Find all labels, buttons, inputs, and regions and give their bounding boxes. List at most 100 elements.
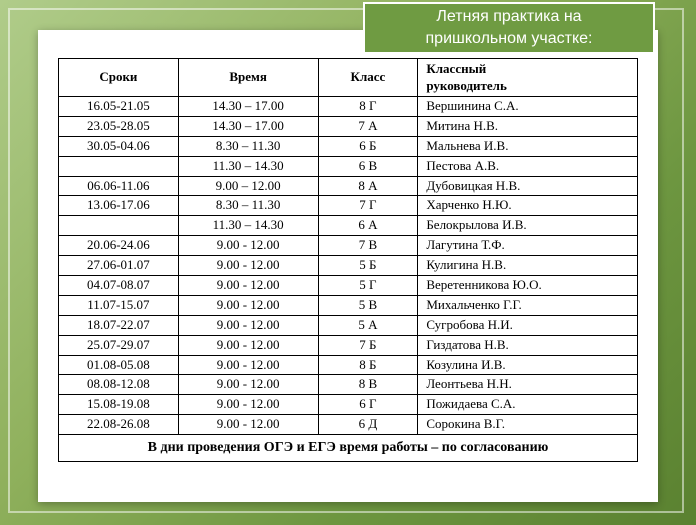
cell-teacher: Гиздатова Н.В.	[418, 335, 638, 355]
cell-time: 9.00 – 12.00	[178, 176, 318, 196]
cell-class: 7 В	[318, 236, 418, 256]
col-teacher: Классный руководитель	[418, 59, 638, 97]
cell-class: 5 Г	[318, 276, 418, 296]
table-row: 16.05-21.0514.30 – 17.008 ГВершинина С.А…	[59, 97, 638, 117]
table-row: 06.06-11.069.00 – 12.008 АДубовицкая Н.В…	[59, 176, 638, 196]
schedule-table-wrap: Сроки Время Класс Классный руководитель …	[58, 58, 638, 462]
cell-time: 9.00 - 12.00	[178, 375, 318, 395]
cell-time: 8.30 – 11.30	[178, 196, 318, 216]
cell-class: 7 Г	[318, 196, 418, 216]
cell-time: 9.00 - 12.00	[178, 295, 318, 315]
cell-dates	[59, 156, 179, 176]
table-row: 08.08-12.089.00 - 12.008 ВЛеонтьева Н.Н.	[59, 375, 638, 395]
cell-class: 8 Г	[318, 97, 418, 117]
cell-dates: 27.06-01.07	[59, 256, 179, 276]
col-teacher-l2: руководитель	[426, 78, 631, 95]
table-row: 23.05-28.0514.30 – 17.007 АМитина Н.В.	[59, 116, 638, 136]
cell-dates: 06.06-11.06	[59, 176, 179, 196]
table-row: 13.06-17.068.30 – 11.307 ГХарченко Н.Ю.	[59, 196, 638, 216]
cell-time: 14.30 – 17.00	[178, 116, 318, 136]
footnote-text: В дни проведения ОГЭ и ЕГЭ время работы …	[59, 435, 638, 462]
cell-teacher: Мальнева И.В.	[418, 136, 638, 156]
cell-time: 9.00 - 12.00	[178, 355, 318, 375]
cell-class: 8 А	[318, 176, 418, 196]
title-banner: Летняя практика на пришкольном участке:	[363, 2, 655, 54]
cell-time: 9.00 - 12.00	[178, 315, 318, 335]
cell-class: 5 А	[318, 315, 418, 335]
footnote-row: В дни проведения ОГЭ и ЕГЭ время работы …	[59, 435, 638, 462]
cell-teacher: Митина Н.В.	[418, 116, 638, 136]
table-row: 27.06-01.079.00 - 12.005 БКулигина Н.В.	[59, 256, 638, 276]
table-row: 11.30 – 14.306 АБелокрылова И.В.	[59, 216, 638, 236]
cell-teacher: Вершинина С.А.	[418, 97, 638, 117]
cell-time: 9.00 - 12.00	[178, 335, 318, 355]
cell-dates: 16.05-21.05	[59, 97, 179, 117]
table-row: 04.07-08.079.00 - 12.005 ГВеретенникова …	[59, 276, 638, 296]
cell-dates: 11.07-15.07	[59, 295, 179, 315]
cell-time: 8.30 – 11.30	[178, 136, 318, 156]
table-row: 22.08-26.089.00 - 12.006 ДСорокина В.Г.	[59, 415, 638, 435]
table-row: 15.08-19.089.00 - 12.006 ГПожидаева С.А.	[59, 395, 638, 415]
col-time: Время	[178, 59, 318, 97]
cell-time: 14.30 – 17.00	[178, 97, 318, 117]
cell-dates: 25.07-29.07	[59, 335, 179, 355]
cell-class: 8 В	[318, 375, 418, 395]
table-header-row: Сроки Время Класс Классный руководитель	[59, 59, 638, 97]
cell-class: 7 Б	[318, 335, 418, 355]
cell-teacher: Козулина И.В.	[418, 355, 638, 375]
cell-teacher: Харченко Н.Ю.	[418, 196, 638, 216]
cell-class: 6 Г	[318, 395, 418, 415]
cell-time: 9.00 - 12.00	[178, 276, 318, 296]
col-class: Класс	[318, 59, 418, 97]
cell-class: 6 В	[318, 156, 418, 176]
table-row: 11.30 – 14.306 ВПестова А.В.	[59, 156, 638, 176]
cell-teacher: Пожидаева С.А.	[418, 395, 638, 415]
content-panel: Сроки Время Класс Классный руководитель …	[38, 30, 658, 502]
cell-class: 5 Б	[318, 256, 418, 276]
col-teacher-l1: Классный	[426, 61, 631, 78]
cell-dates: 13.06-17.06	[59, 196, 179, 216]
cell-teacher: Пестова А.В.	[418, 156, 638, 176]
cell-class: 6 Б	[318, 136, 418, 156]
cell-teacher: Белокрылова И.В.	[418, 216, 638, 236]
cell-class: 6 Д	[318, 415, 418, 435]
cell-time: 9.00 - 12.00	[178, 415, 318, 435]
cell-time: 9.00 - 12.00	[178, 395, 318, 415]
cell-dates: 22.08-26.08	[59, 415, 179, 435]
cell-teacher: Кулигина Н.В.	[418, 256, 638, 276]
title-line-2: пришкольном участке:	[365, 28, 653, 50]
cell-dates	[59, 216, 179, 236]
cell-teacher: Дубовицкая Н.В.	[418, 176, 638, 196]
table-row: 11.07-15.079.00 - 12.005 ВМихальченко Г.…	[59, 295, 638, 315]
cell-time: 9.00 - 12.00	[178, 256, 318, 276]
cell-dates: 08.08-12.08	[59, 375, 179, 395]
cell-dates: 30.05-04.06	[59, 136, 179, 156]
cell-time: 11.30 – 14.30	[178, 156, 318, 176]
cell-dates: 18.07-22.07	[59, 315, 179, 335]
col-dates: Сроки	[59, 59, 179, 97]
cell-class: 7 А	[318, 116, 418, 136]
table-row: 18.07-22.079.00 - 12.005 АСугробова Н.И.	[59, 315, 638, 335]
cell-class: 8 Б	[318, 355, 418, 375]
cell-teacher: Михальченко Г.Г.	[418, 295, 638, 315]
cell-dates: 04.07-08.07	[59, 276, 179, 296]
cell-time: 9.00 - 12.00	[178, 236, 318, 256]
schedule-table: Сроки Время Класс Классный руководитель …	[58, 58, 638, 462]
table-row: 30.05-04.068.30 – 11.306 БМальнева И.В.	[59, 136, 638, 156]
cell-teacher: Лагутина Т.Ф.	[418, 236, 638, 256]
cell-teacher: Леонтьева Н.Н.	[418, 375, 638, 395]
table-row: 25.07-29.079.00 - 12.007 БГиздатова Н.В.	[59, 335, 638, 355]
cell-dates: 01.08-05.08	[59, 355, 179, 375]
cell-class: 6 А	[318, 216, 418, 236]
table-row: 01.08-05.089.00 - 12.008 БКозулина И.В.	[59, 355, 638, 375]
cell-time: 11.30 – 14.30	[178, 216, 318, 236]
table-row: 20.06-24.069.00 - 12.007 ВЛагутина Т.Ф.	[59, 236, 638, 256]
cell-dates: 23.05-28.05	[59, 116, 179, 136]
cell-class: 5 В	[318, 295, 418, 315]
cell-teacher: Сугробова Н.И.	[418, 315, 638, 335]
title-line-1: Летняя практика на	[365, 6, 653, 28]
cell-teacher: Сорокина В.Г.	[418, 415, 638, 435]
cell-dates: 20.06-24.06	[59, 236, 179, 256]
cell-teacher: Веретенникова Ю.О.	[418, 276, 638, 296]
table-body: 16.05-21.0514.30 – 17.008 ГВершинина С.А…	[59, 97, 638, 435]
